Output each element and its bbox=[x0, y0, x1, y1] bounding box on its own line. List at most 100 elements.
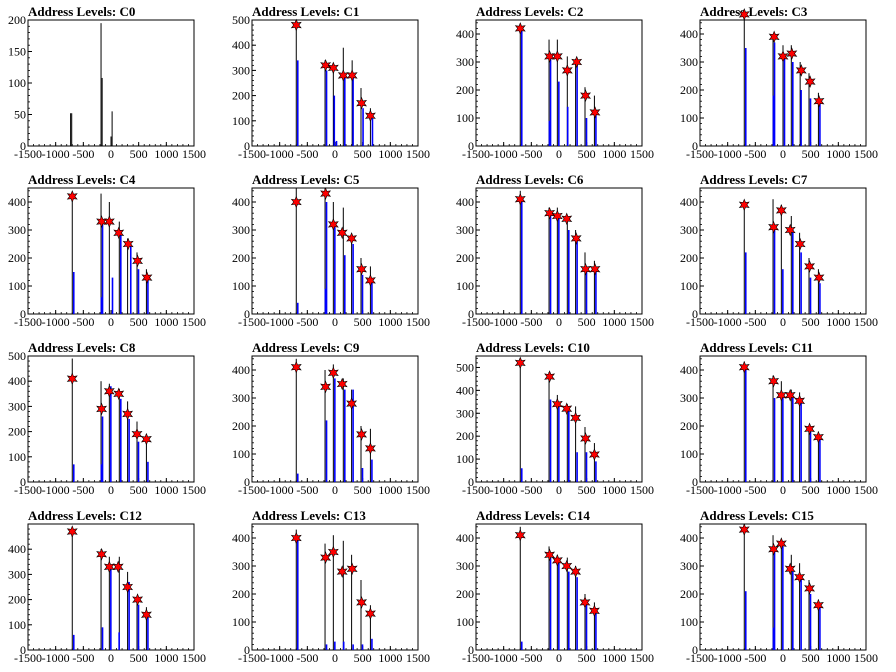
x-tick-label: 0 bbox=[780, 147, 786, 161]
peak-marker bbox=[738, 523, 750, 536]
histogram-plot: 0 100 200 300 400 500 -1500 -1000 -500 0 500 1000 15… bbox=[232, 13, 430, 161]
peak-marker bbox=[336, 226, 348, 240]
histogram-panel: Address Levels: C5 0 100 200 300 400 -1500 -100… bbox=[224, 168, 448, 336]
peak-marker bbox=[589, 106, 601, 119]
peak-marker bbox=[132, 254, 144, 268]
peak-marker bbox=[356, 596, 368, 609]
x-tick-label: 1500 bbox=[854, 483, 878, 497]
x-tick-label: -1500 bbox=[238, 651, 266, 665]
x-tick-label: 500 bbox=[354, 315, 372, 329]
x-tick-label: 1500 bbox=[406, 651, 430, 665]
x-tick-label: 500 bbox=[578, 315, 596, 329]
panel-title: Address Levels: C11 bbox=[700, 340, 814, 355]
peak-marker bbox=[290, 531, 302, 545]
x-tick-label: 500 bbox=[130, 147, 148, 161]
peak-marker bbox=[327, 366, 339, 380]
y-tick-label: 0 bbox=[244, 307, 250, 321]
peak-marker bbox=[768, 542, 780, 556]
x-tick-label: 1500 bbox=[630, 315, 654, 329]
peak-marker bbox=[812, 598, 824, 612]
panel-title: Address Levels: C14 bbox=[476, 508, 590, 523]
x-tick-label: -1000 bbox=[266, 483, 294, 497]
x-tick-label: 1000 bbox=[378, 147, 402, 161]
histogram-plot: 0 100 200 300 400 -1500 -1000 -500 0 500 1000 1500 bbox=[232, 523, 430, 665]
x-tick-label: 1500 bbox=[182, 651, 206, 665]
peak-marker bbox=[775, 204, 787, 217]
peak-marker bbox=[794, 394, 806, 408]
histogram-panel: Address Levels: C14 0 100 200 300 400 -1500 -10… bbox=[448, 504, 672, 672]
peak-marker bbox=[103, 384, 115, 398]
peak-marker bbox=[112, 560, 124, 574]
x-tick-label: -1500 bbox=[462, 483, 490, 497]
histogram-panel: Address Levels: C15 0 100 200 300 400 -1500 -10… bbox=[672, 504, 896, 672]
x-tick-label: -500 bbox=[520, 651, 542, 665]
y-tick-label: 300 bbox=[680, 391, 698, 405]
histogram-panel: Address Levels: C8 0 100 200 300 400 500 -1500-… bbox=[0, 336, 224, 504]
x-tick-label: 0 bbox=[108, 315, 114, 329]
x-tick-label: -1500 bbox=[14, 483, 42, 497]
peak-marker bbox=[589, 262, 601, 276]
y-tick-label: 200 bbox=[680, 83, 698, 97]
peak-marker bbox=[551, 50, 563, 63]
histogram-plot: 0 100 200 300 400 -1500 -1000 -500 0 500 1000 1500 bbox=[680, 355, 878, 497]
histogram-plot: 0 100 200 300 400 500 -1500 -1000 -500 0 500 1000 15… bbox=[456, 355, 654, 497]
peak-marker bbox=[132, 593, 144, 606]
y-tick-label: 100 bbox=[680, 615, 698, 629]
x-tick-label: 1000 bbox=[378, 315, 402, 329]
histogram-plot: 0 100 200 300 400 -1500 -1000 -500 0 500 1000 1500 bbox=[680, 8, 878, 161]
x-tick-label: 1000 bbox=[378, 483, 402, 497]
y-tick-label: 500 bbox=[8, 349, 26, 363]
y-tick-label: 0 bbox=[692, 307, 698, 321]
peak-marker bbox=[66, 190, 78, 203]
plot-frame bbox=[27, 19, 195, 147]
y-tick-label: 0 bbox=[692, 139, 698, 153]
x-tick-label: 0 bbox=[780, 315, 786, 329]
peak-marker bbox=[813, 271, 825, 284]
x-tick-label: -1500 bbox=[462, 147, 490, 161]
peak-marker bbox=[775, 388, 787, 402]
y-tick-label: 0 bbox=[20, 139, 26, 153]
x-tick-label: 0 bbox=[108, 483, 114, 497]
peak-marker bbox=[804, 422, 816, 436]
x-tick-label: -1000 bbox=[714, 147, 742, 161]
x-tick-label: 0 bbox=[108, 147, 114, 161]
y-tick-label: 300 bbox=[232, 63, 250, 77]
panel-title: Address Levels: C4 bbox=[28, 172, 136, 187]
x-tick-label: -500 bbox=[296, 315, 318, 329]
x-tick-label: 500 bbox=[802, 651, 820, 665]
x-tick-label: -1000 bbox=[42, 147, 70, 161]
x-tick-label: 1000 bbox=[826, 651, 850, 665]
histogram-panel: Address Levels: C1 0 100 200 300 400 500 -1500-… bbox=[224, 0, 448, 168]
x-tick-label: -1000 bbox=[266, 147, 294, 161]
peak-marker bbox=[290, 195, 302, 209]
histogram-plot: 0 100 200 300 400 -1500 -1000 -500 0 500 1000 1500 bbox=[680, 523, 878, 665]
peak-marker bbox=[571, 55, 583, 69]
peak-marker bbox=[777, 50, 789, 63]
y-tick-label: 100 bbox=[8, 279, 26, 293]
peak-marker bbox=[103, 560, 115, 574]
peak-marker bbox=[561, 212, 573, 226]
x-tick-label: 500 bbox=[354, 651, 372, 665]
peak-marker bbox=[551, 209, 563, 223]
y-tick-label: 0 bbox=[468, 643, 474, 657]
peak-marker bbox=[122, 407, 134, 421]
x-tick-label: 1500 bbox=[182, 147, 206, 161]
peak-marker bbox=[514, 528, 526, 542]
panel-title: Address Levels: C13 bbox=[252, 508, 366, 523]
y-tick-label: 300 bbox=[680, 223, 698, 237]
x-tick-label: -1500 bbox=[238, 315, 266, 329]
y-tick-label: 200 bbox=[680, 419, 698, 433]
peak-marker bbox=[327, 61, 339, 75]
peak-marker bbox=[544, 370, 556, 383]
x-tick-label: -500 bbox=[520, 147, 542, 161]
x-tick-label: 1500 bbox=[406, 483, 430, 497]
y-tick-label: 300 bbox=[8, 223, 26, 237]
histogram-plot: 0 50 100 150 200 -1500 -1000 -500 0 500 1000 1500 bbox=[8, 13, 206, 161]
peak-marker bbox=[570, 565, 582, 578]
peak-marker bbox=[320, 59, 332, 72]
y-tick-label: 300 bbox=[456, 223, 474, 237]
x-tick-label: -500 bbox=[296, 147, 318, 161]
x-tick-label: 0 bbox=[332, 147, 338, 161]
peak-marker bbox=[96, 547, 108, 561]
